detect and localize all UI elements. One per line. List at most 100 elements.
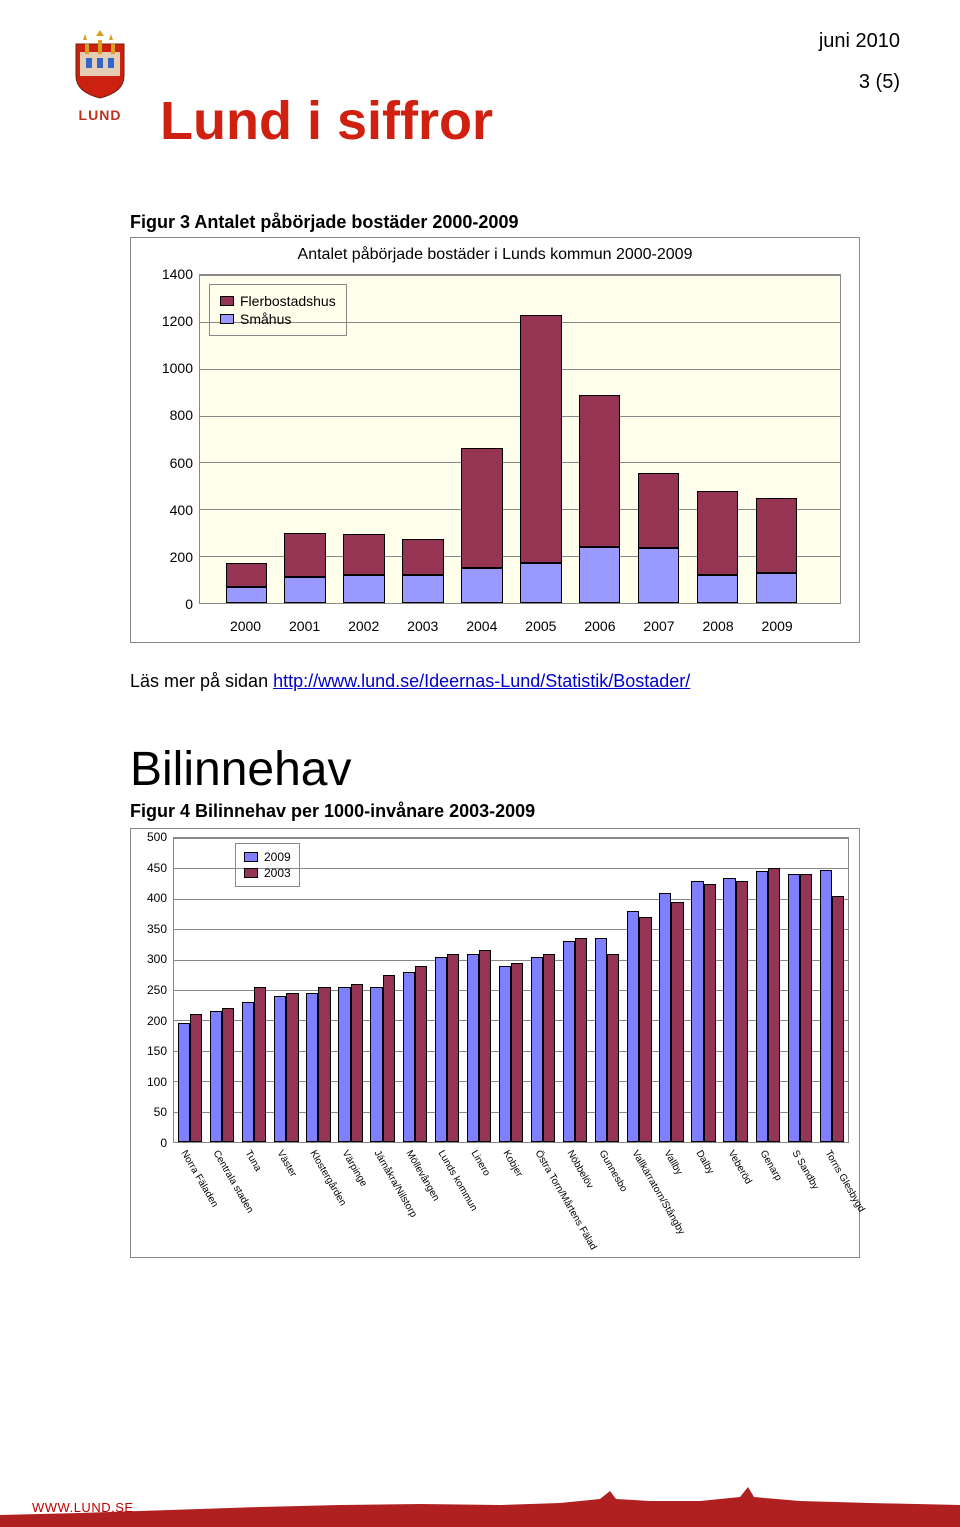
chart2-bar-2009 — [595, 938, 607, 1142]
chart1-ytick: 600 — [149, 455, 193, 471]
page-number: 3 (5) — [819, 71, 900, 94]
chart2-bar-2009 — [338, 987, 350, 1142]
chart2-bar-2009 — [370, 987, 382, 1142]
chart2-xtick: Möllevången — [404, 1148, 442, 1203]
chart2-xtick: S Sandby — [790, 1148, 821, 1191]
chart1-xtick: 2005 — [525, 618, 556, 634]
chart2-bar-2003 — [575, 938, 587, 1142]
chart2-bar-2003 — [768, 868, 780, 1142]
chart2-bar-2003 — [639, 917, 651, 1142]
chart2-ytick: 50 — [135, 1105, 167, 1119]
chart2-bar-2003 — [607, 954, 619, 1142]
chart1-bar-smahus — [284, 577, 326, 603]
chart1-bar-smahus — [697, 575, 739, 603]
figure4-caption: Figur 4 Bilinnehav per 1000-invånare 200… — [130, 801, 900, 822]
chart2-xtick: Torns Glesbygd — [822, 1148, 866, 1214]
chart1-legend-label: Småhus — [240, 311, 291, 327]
chart2-xtick: Vallby — [661, 1148, 684, 1176]
chart2-legend-label: 2003 — [264, 866, 291, 880]
chart2-ytick: 250 — [135, 983, 167, 997]
lund-logo: LUND — [60, 30, 140, 123]
chart2-xtick: Genarp — [758, 1148, 784, 1182]
link-prefix: Läs mer på sidan — [130, 671, 273, 691]
chart1-bar-smahus — [402, 575, 444, 603]
chart2-bar-2003 — [832, 896, 844, 1142]
chart1-xtick: 2001 — [289, 618, 320, 634]
chart2-bar-2003 — [318, 987, 330, 1142]
chart2-legend-label: 2009 — [264, 850, 291, 864]
chart2-ytick: 100 — [135, 1075, 167, 1089]
chart2-bar-2003 — [254, 987, 266, 1142]
chart2-xtick: Kobjer — [500, 1148, 524, 1179]
chart2-bar-2003 — [736, 881, 748, 1142]
chart2-bar-2003 — [286, 993, 298, 1142]
chart2-xtick: Linero — [468, 1148, 491, 1178]
chart2-bar-2003 — [415, 966, 427, 1142]
chart2-bar-2003 — [222, 1008, 234, 1142]
chart1-title: Antalet påbörjade bostäder i Lunds kommu… — [139, 246, 851, 264]
chart1-plot: 0200400600800100012001400200020012002200… — [149, 274, 851, 634]
chart1-ytick: 200 — [149, 549, 193, 565]
chart2-xtick: Värpinge — [339, 1148, 369, 1188]
chart2-xtick: Dalby — [693, 1148, 715, 1176]
chart2-xtick: Väster — [275, 1148, 299, 1179]
chart1-bar-smahus — [579, 547, 621, 603]
chart1-bar-flerbostad — [402, 539, 444, 575]
chart1-legend-label: Flerbostadshus — [240, 293, 336, 309]
chart2-bar-2003 — [543, 954, 555, 1142]
chart2-bar-2009 — [563, 941, 575, 1142]
chart1-bar-flerbostad — [579, 395, 621, 547]
chart2-xtick: Nöbbelöv — [565, 1148, 596, 1190]
chart1-ytick: 1000 — [149, 360, 193, 376]
chart2-ytick: 150 — [135, 1044, 167, 1058]
chart2-bar-2009 — [178, 1023, 190, 1142]
chart2-xtick: Östra Torn/Mårtens Fälad — [532, 1148, 598, 1252]
chart1-xtick: 2004 — [466, 618, 497, 634]
chart1-xtick: 2003 — [407, 618, 438, 634]
chart1-ytick: 1200 — [149, 313, 193, 329]
chart1-bar-flerbostad — [343, 534, 385, 575]
chart1-bar-smahus — [461, 568, 503, 603]
chart2-bar-2009 — [403, 972, 415, 1142]
chart2-bar-2009 — [820, 870, 832, 1142]
chart1-ytick: 0 — [149, 596, 193, 612]
chart2-bar-2003 — [383, 975, 395, 1142]
chart2-ytick: 200 — [135, 1014, 167, 1028]
chart1-bar-flerbostad — [520, 315, 562, 563]
chart2-ytick: 300 — [135, 952, 167, 966]
chart2-bar-2003 — [479, 950, 491, 1142]
chart1-bar-smahus — [343, 575, 385, 603]
chart1-ytick: 800 — [149, 407, 193, 423]
chart2-bar-2003 — [190, 1014, 202, 1142]
chart1-bar-flerbostad — [461, 448, 503, 567]
chart2-bar-2009 — [756, 871, 768, 1142]
chart2-bar-2009 — [627, 911, 639, 1142]
chart2-bar-2003 — [704, 884, 716, 1142]
chart1-bar-smahus — [520, 563, 562, 603]
chart2-bar-2003 — [351, 984, 363, 1142]
chart2-bar-2009 — [242, 1002, 254, 1142]
chart1-xtick: 2000 — [230, 618, 261, 634]
chart2-bar-2003 — [671, 902, 683, 1142]
chart2-plot: 050100150200250300350400450500Norra Fäla… — [135, 833, 855, 1253]
chart1-legend: Flerbostadshus Småhus — [209, 284, 347, 336]
page-footer: WWW.LUND.SE — [0, 1493, 960, 1527]
chart2-ytick: 0 — [135, 1136, 167, 1150]
chart2-xtick: Tuna — [243, 1148, 264, 1173]
chart1-bar-flerbostad — [697, 491, 739, 575]
bostader-link[interactable]: http://www.lund.se/Ideernas-Lund/Statist… — [273, 671, 690, 691]
chart1-bar-smahus — [226, 587, 268, 603]
chart2-bar-2009 — [691, 881, 703, 1142]
chart2-bar-2009 — [274, 996, 286, 1142]
link-line: Läs mer på sidan http://www.lund.se/Idee… — [130, 671, 900, 692]
chart2-bar-2009 — [467, 954, 479, 1142]
chart1-bar-flerbostad — [638, 473, 680, 548]
chart2-bar-2009 — [723, 878, 735, 1142]
section-heading-bilinnehav: Bilinnehav — [130, 742, 900, 797]
chart2-bar-2009 — [531, 957, 543, 1142]
chart2-xtick: Veberöd — [726, 1148, 754, 1186]
chart1-bar-flerbostad — [756, 498, 798, 573]
chart2-bar-2009 — [210, 1011, 222, 1142]
chart2-bar-2003 — [447, 954, 459, 1142]
chart1-ytick: 400 — [149, 502, 193, 518]
